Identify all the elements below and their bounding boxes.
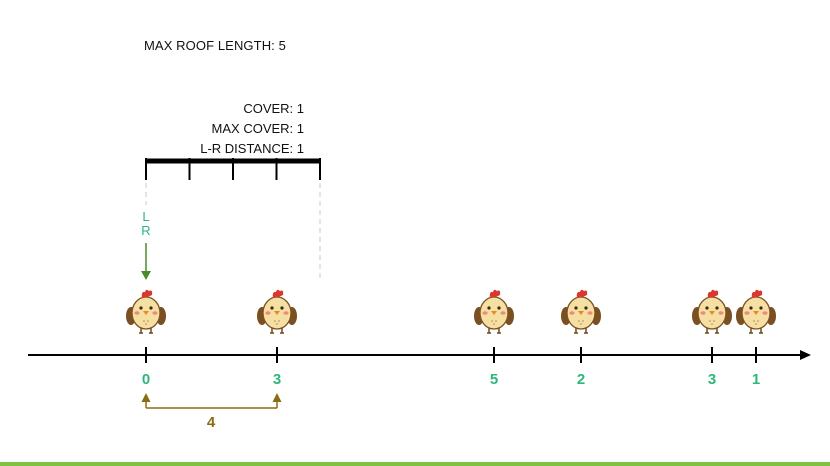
- pointer-arrow-head: [141, 271, 151, 280]
- roof: [145, 158, 321, 180]
- chickens: 0 3 5 2 3 1: [125, 288, 777, 388]
- pointer-right-label: R: [141, 223, 150, 238]
- chicken-item: 0: [125, 288, 167, 388]
- number-line-arrow: [800, 350, 811, 360]
- chicken-icon: [125, 288, 167, 334]
- chicken-icon: [735, 288, 777, 334]
- chicken-item: 2: [560, 288, 602, 388]
- chicken-position-label: 5: [490, 371, 498, 388]
- chicken-position-label: 3: [273, 371, 281, 388]
- gap-left-arrow: [141, 393, 151, 402]
- max-cover-label: MAX COVER: 1: [211, 121, 304, 136]
- pointer-left-label: L: [142, 209, 149, 224]
- chicken-position-label: 0: [142, 371, 150, 388]
- chicken-position-label: 3: [708, 371, 716, 388]
- chicken-item: 1: [735, 288, 777, 388]
- max-roof-length-label: MAX ROOF LENGTH: 5: [144, 38, 286, 53]
- chicken-icon: [691, 288, 733, 334]
- chicken-item: 3: [691, 288, 733, 388]
- chicken-position-label: 2: [577, 371, 585, 388]
- chicken-item: 3: [256, 288, 298, 388]
- chicken-icon: [473, 288, 515, 334]
- bottom-accent-bar: [0, 462, 830, 466]
- chicken-icon: [256, 288, 298, 334]
- gap-bracket: 4: [141, 393, 282, 431]
- chicken-position-label: 1: [752, 371, 760, 388]
- cover-label: COVER: 1: [243, 101, 304, 116]
- gap-label: 4: [207, 414, 216, 431]
- gap-right-arrow: [272, 393, 282, 402]
- chicken-icon: [560, 288, 602, 334]
- chicken-item: 5: [473, 288, 515, 388]
- lr-distance-label: L-R DISTANCE: 1: [200, 141, 304, 156]
